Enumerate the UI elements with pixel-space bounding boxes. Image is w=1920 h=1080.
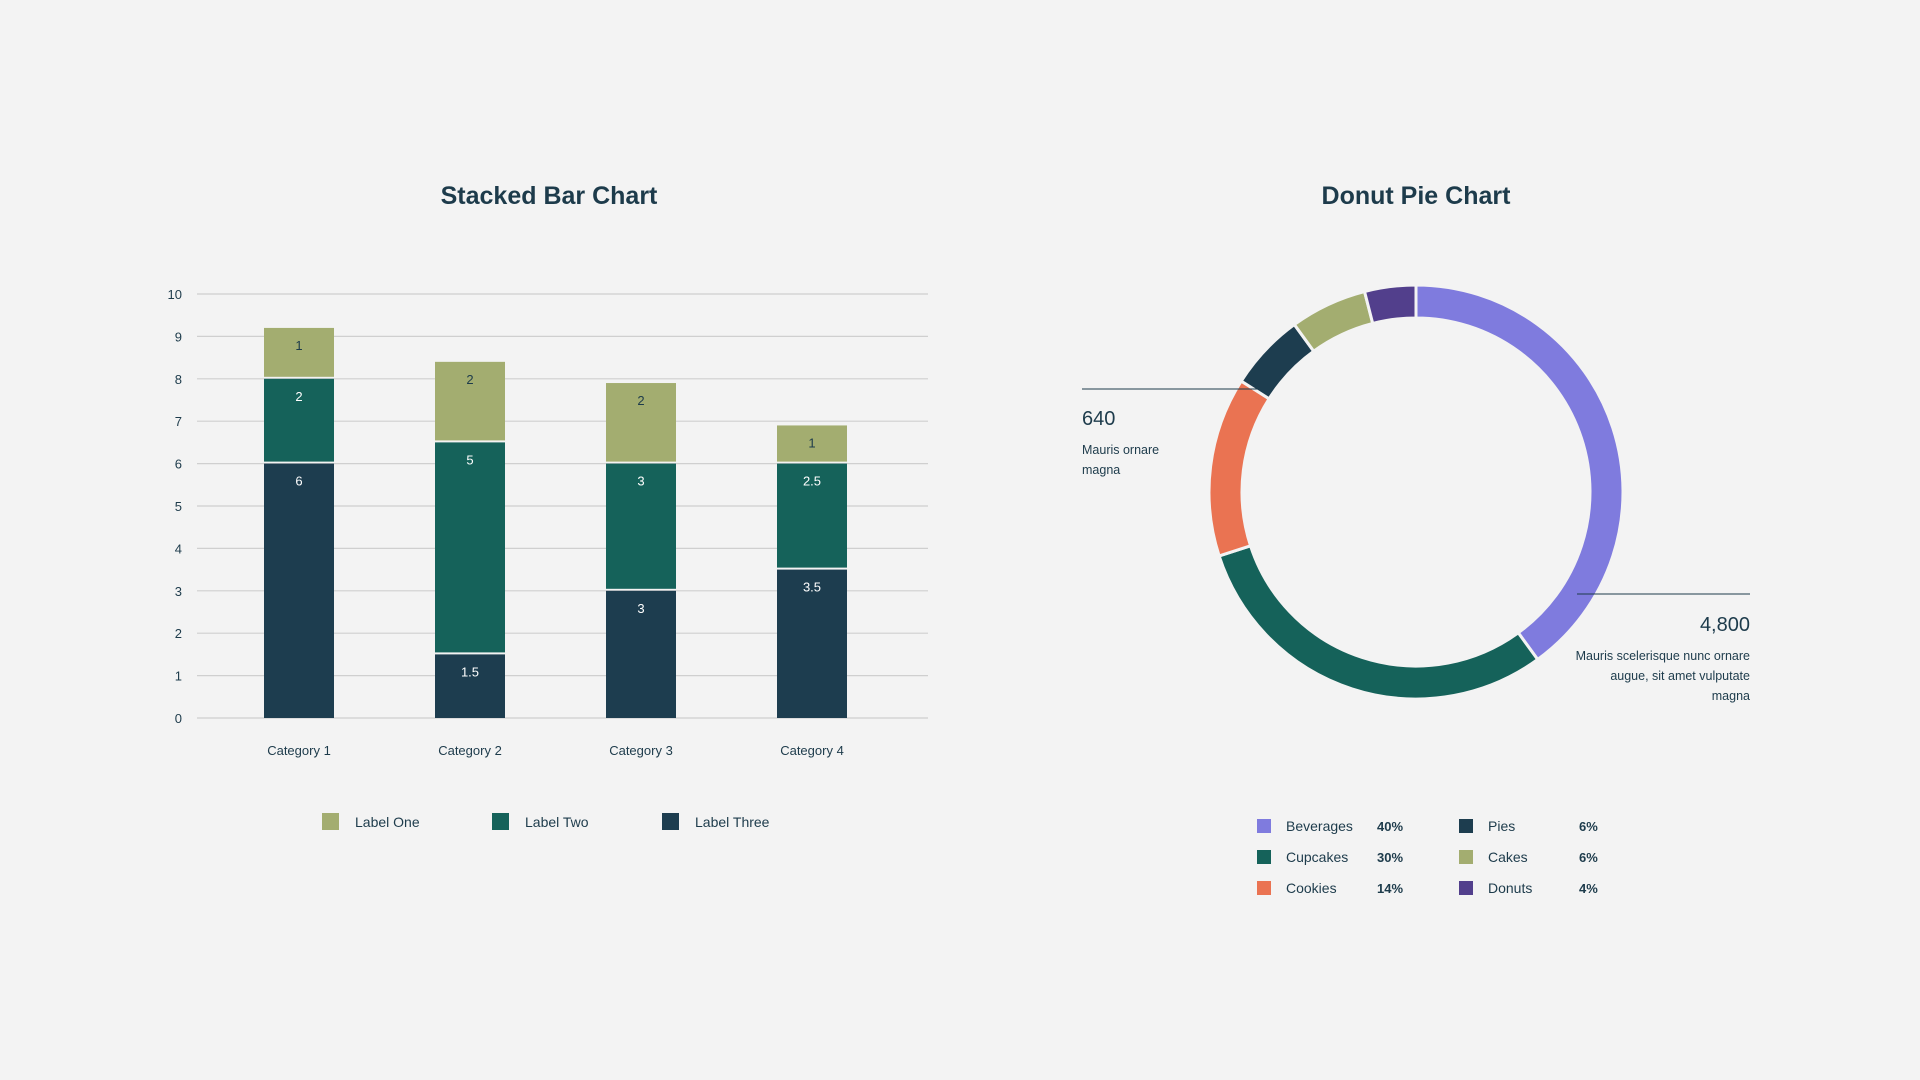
legend-item-cupcakes: Cupcakes — [1257, 848, 1377, 866]
bar-category-1-label-one — [264, 327, 334, 377]
legend-percent-pies: 6% — [1579, 818, 1598, 834]
legend-label: Cakes — [1488, 849, 1528, 865]
x-tick-label-category-3: Category 3 — [609, 743, 673, 758]
bar-category-4-label-one — [777, 425, 847, 462]
legend-percent-donuts: 4% — [1579, 880, 1598, 896]
donut-slice-donuts — [1362, 283, 1418, 326]
bar-legend: Label One Label Two Label Three — [322, 813, 832, 830]
legend-percent-beverages: 40% — [1377, 818, 1404, 834]
legend-item-beverages: Beverages — [1257, 817, 1377, 835]
data-label-category-4-label-one: 1 — [808, 435, 815, 450]
bar-category-1-label-three — [264, 463, 334, 718]
legend-item-cookies: Cookies — [1257, 879, 1377, 897]
donut-slice-cookies — [1207, 379, 1272, 558]
legend-label: Label One — [355, 813, 420, 830]
legend-swatch — [1459, 819, 1473, 833]
x-tick-label-category-4: Category 4 — [780, 743, 844, 758]
legend-label: Pies — [1488, 818, 1516, 834]
legend-percent-cupcakes: 30% — [1377, 849, 1404, 865]
y-tick-label-9: 9 — [175, 329, 182, 344]
data-label-category-2-label-one: 2 — [466, 372, 473, 387]
y-tick-label-7: 7 — [175, 414, 182, 429]
legend-swatch — [1257, 819, 1271, 833]
data-label-category-4-label-two: 2.5 — [803, 474, 821, 489]
bar-category-4-label-three — [777, 569, 847, 718]
legend-swatch — [1257, 850, 1271, 864]
legend-item-pies: Pies — [1459, 817, 1579, 835]
callout-value-4800: 4,800 — [1699, 614, 1750, 636]
donut-slice-cupcakes — [1217, 543, 1540, 701]
x-tick-label-category-2: Category 2 — [438, 743, 502, 758]
bar-category-3-label-two — [606, 463, 676, 589]
data-label-category-3-label-two: 3 — [637, 474, 644, 489]
donut-slice-cakes — [1292, 289, 1375, 354]
legend-label: Cookies — [1286, 880, 1337, 896]
y-tick-label-4: 4 — [175, 541, 182, 556]
legend-item-label-two: Label Two — [492, 813, 662, 830]
stacked-bar-chart: 0 1 2 3 4 5 6 7 8 9 10 6 2 1 Category 1 1.5 5 2 Category 2… — [168, 287, 928, 758]
legend-item-donuts: Donuts — [1459, 879, 1579, 897]
y-tick-label-10: 10 — [168, 287, 182, 302]
donut-chart-title: Donut Pie Chart — [1321, 182, 1511, 210]
callout-value-640: 640 — [1082, 408, 1116, 430]
callout-description-640: Mauris ornare magna — [1082, 443, 1160, 477]
legend-swatch — [322, 813, 339, 830]
legend-item-cakes: Cakes — [1459, 848, 1579, 866]
data-label-category-1-label-two: 2 — [295, 389, 302, 404]
bar-category-3-label-three — [606, 590, 676, 718]
x-tick-label-category-1: Category 1 — [267, 743, 331, 758]
bar-category-2-label-three — [435, 654, 505, 718]
y-tick-label-0: 0 — [175, 711, 182, 726]
bar-chart-title: Stacked Bar Chart — [440, 182, 658, 210]
legend-swatch — [1459, 850, 1473, 864]
data-label-category-2-label-three: 1.5 — [461, 664, 479, 679]
y-tick-label-3: 3 — [175, 584, 182, 599]
callout-description-4800: Mauris scelerisque nunc ornare augue, si… — [1575, 649, 1750, 703]
legend-swatch — [662, 813, 679, 830]
data-label-category-4-label-three: 3.5 — [803, 580, 821, 595]
legend-label: Donuts — [1488, 880, 1533, 896]
data-label-category-1-label-one: 1 — [295, 338, 302, 353]
donut-pie-chart — [1082, 283, 1750, 701]
y-tick-label-5: 5 — [175, 499, 182, 514]
donut-legend: Beverages 40% Pies 6% Cupcakes 30% Cakes 6% Cook… — [1257, 817, 1639, 897]
data-label-category-2-label-two: 5 — [466, 452, 473, 467]
legend-percent-cookies: 14% — [1377, 880, 1404, 896]
legend-label: Beverages — [1286, 818, 1353, 834]
legend-label: Label Two — [525, 813, 589, 830]
y-tick-label-2: 2 — [175, 626, 182, 641]
bar-category-2-label-two — [435, 442, 505, 653]
legend-percent-cakes: 6% — [1579, 849, 1598, 865]
y-tick-label-8: 8 — [175, 372, 182, 387]
legend-swatch — [1459, 881, 1473, 895]
data-label-category-1-label-three: 6 — [295, 474, 302, 489]
y-tick-label-1: 1 — [175, 669, 182, 684]
bar-category-1-label-two — [264, 378, 334, 462]
legend-label: Cupcakes — [1286, 849, 1349, 865]
data-label-category-3-label-one: 2 — [637, 393, 644, 408]
legend-item-label-one: Label One — [322, 813, 492, 830]
data-label-category-3-label-three: 3 — [637, 601, 644, 616]
bar-category-3-label-one — [606, 383, 676, 462]
donut-slice-beverages — [1414, 283, 1625, 662]
bar-category-2-label-one — [435, 361, 505, 441]
legend-label: Label Three — [695, 813, 770, 830]
y-tick-label-6: 6 — [175, 457, 182, 472]
legend-item-label-three: Label Three — [662, 813, 832, 830]
legend-swatch — [1257, 881, 1271, 895]
legend-swatch — [492, 813, 509, 830]
bar-category-4-label-two — [777, 463, 847, 568]
